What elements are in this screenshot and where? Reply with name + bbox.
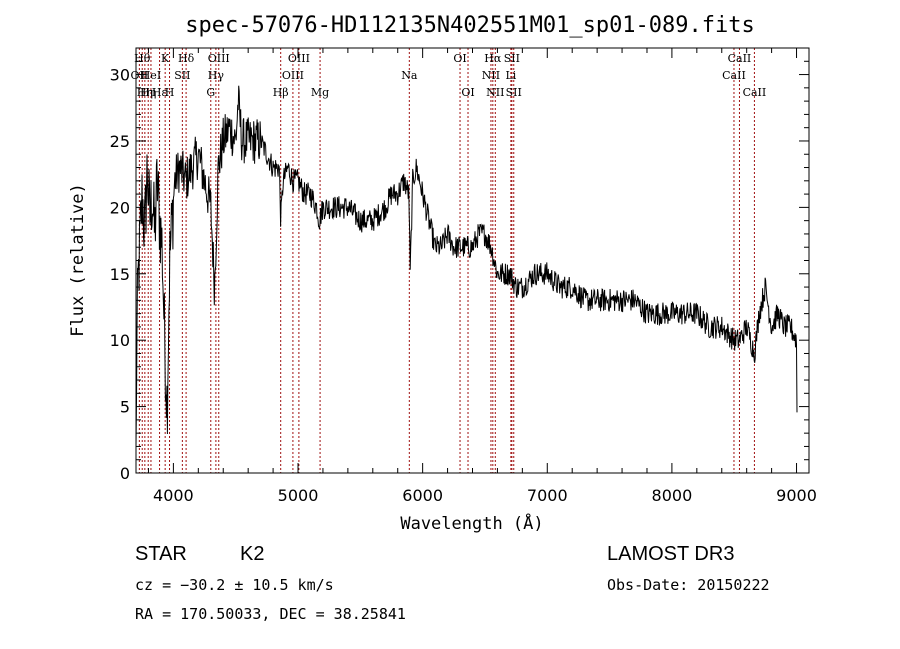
y-tick-label: 15 [110, 265, 130, 284]
x-tick-label: 4000 [153, 486, 194, 505]
line-marker-label: OI [461, 86, 474, 99]
object-subclass: K2 [240, 543, 264, 565]
line-marker-label: Hγ [208, 69, 225, 82]
x-tick-label: 7000 [527, 486, 568, 505]
x-axis-label: Wavelength (Å) [400, 512, 543, 534]
line-marker-label: OIII [288, 52, 310, 65]
line-marker-label: Na [401, 69, 418, 82]
survey-name: LAMOST DR3 [607, 543, 734, 565]
line-marker-label: OII [131, 69, 149, 82]
line-marker-label: CaII [722, 69, 746, 82]
x-tick-label: 9000 [776, 486, 817, 505]
redshift-text: cz = −30.2 ± 10.5 km/s [135, 576, 334, 594]
chart-title: spec-57076-HD112135N402551M01_sp01-089.f… [185, 13, 755, 38]
x-tick-label: 8000 [652, 486, 693, 505]
spectral-line-labels: OIIHθHηHηHeIHεKHSIIHδGHγOIIIHβOIIIOIIIMg… [131, 52, 767, 99]
line-marker-label: Hα [484, 52, 502, 65]
coordinates-text: RA = 170.50033, DEC = 38.25841 [135, 605, 406, 623]
x-tick-label: 5000 [278, 486, 319, 505]
line-marker-label: G [206, 86, 215, 99]
line-marker-label: CaII [728, 52, 752, 65]
line-marker-label: H [165, 86, 175, 99]
line-marker-label: Hη [140, 86, 156, 99]
line-marker-label: Li [505, 69, 516, 82]
line-marker-label: Hε [152, 86, 168, 99]
object-class: STAR [135, 543, 187, 565]
line-marker-label: NII [486, 86, 504, 99]
y-tick-label: 0 [120, 464, 130, 483]
line-marker-label: Hδ [178, 52, 195, 65]
y-tick-label: 30 [110, 66, 130, 85]
line-marker-label: OI [453, 52, 466, 65]
obs-date: Obs-Date: 20150222 [607, 576, 770, 594]
x-axis-ticks: 4000 5000 6000 7000 8000 9000 [147, 48, 817, 505]
flux-series-line [135, 85, 798, 447]
line-marker-label: CaII [743, 86, 767, 99]
line-marker-label: SII [504, 52, 520, 65]
y-axis-label: Flux (relative) [68, 183, 88, 337]
line-marker-label: Hη [137, 86, 153, 99]
y-tick-label: 10 [110, 331, 130, 350]
y-tick-label: 5 [120, 398, 130, 417]
line-marker-label: OIII [282, 69, 304, 82]
line-marker-label: SII [506, 86, 522, 99]
spectral-line-markers [138, 48, 755, 473]
line-marker-label: NII [482, 69, 500, 82]
line-marker-label: HeI [141, 69, 161, 82]
y-axis-ticks: 0 5 10 15 20 25 30 [110, 60, 809, 483]
y-tick-label: 25 [110, 132, 130, 151]
line-marker-label: Mg [311, 86, 329, 99]
x-tick-label: 6000 [402, 486, 443, 505]
plot-frame [135, 47, 810, 474]
line-marker-label: Hθ [134, 52, 151, 65]
line-marker-label: OIII [208, 52, 230, 65]
y-tick-label: 20 [110, 198, 130, 217]
line-marker-label: SII [174, 69, 190, 82]
line-marker-label: Hβ [273, 86, 289, 99]
line-marker-label: K [161, 52, 170, 65]
